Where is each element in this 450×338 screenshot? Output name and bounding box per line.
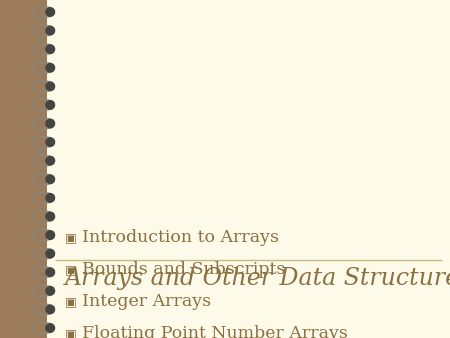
Circle shape <box>45 267 55 277</box>
Circle shape <box>45 156 55 166</box>
Bar <box>47 0 450 338</box>
Circle shape <box>45 137 55 147</box>
Circle shape <box>45 63 55 73</box>
Circle shape <box>45 100 55 110</box>
Circle shape <box>45 81 55 91</box>
Circle shape <box>45 7 55 17</box>
Text: ▣: ▣ <box>65 295 77 309</box>
Circle shape <box>45 230 55 240</box>
Text: ▣: ▣ <box>65 232 77 244</box>
Circle shape <box>45 174 55 184</box>
Text: Floating Point Number Arrays: Floating Point Number Arrays <box>82 325 348 338</box>
Circle shape <box>45 323 55 333</box>
Text: Bounds and Subscripts: Bounds and Subscripts <box>82 262 285 279</box>
Text: Integer Arrays: Integer Arrays <box>82 293 211 311</box>
Text: Introduction to Arrays: Introduction to Arrays <box>82 230 279 246</box>
Circle shape <box>45 249 55 259</box>
Text: Arrays and Other Data Structures: Arrays and Other Data Structures <box>65 267 450 290</box>
Circle shape <box>45 119 55 128</box>
Circle shape <box>45 212 55 221</box>
Circle shape <box>45 305 55 314</box>
Circle shape <box>45 286 55 296</box>
Circle shape <box>45 26 55 35</box>
Circle shape <box>45 193 55 203</box>
Text: ▣: ▣ <box>65 264 77 276</box>
Circle shape <box>45 44 55 54</box>
Text: ▣: ▣ <box>65 328 77 338</box>
